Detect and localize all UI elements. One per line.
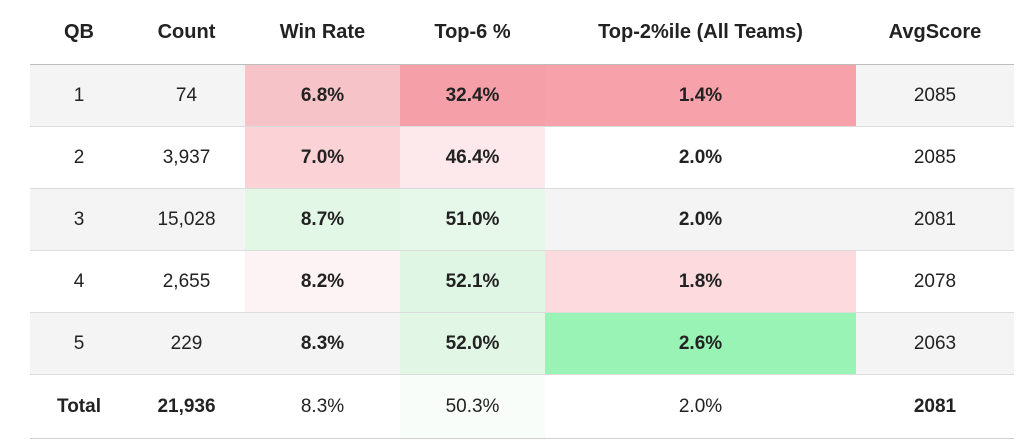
cell-qb: 2 <box>30 126 128 189</box>
qb-stats-table: QB Count Win Rate Top-6 % Top-2%ile (All… <box>30 0 1014 439</box>
cell-top6: 32.4% <box>400 64 545 127</box>
cell-count: 3,937 <box>128 126 245 189</box>
cell-top2: 2.6% <box>545 312 856 375</box>
cell-win-rate: 6.8% <box>245 64 400 127</box>
cell-qb: 4 <box>30 250 128 313</box>
cell-win-rate: 7.0% <box>245 126 400 189</box>
cell-avg-score: 2085 <box>856 126 1014 189</box>
cell-avg-score: 2085 <box>856 64 1014 127</box>
table-row: 3 15,028 8.7% 51.0% 2.0% 2081 <box>30 188 1014 251</box>
total-top6: 50.3% <box>400 374 545 439</box>
header-row: QB Count Win Rate Top-6 % Top-2%ile (All… <box>30 0 1014 65</box>
cell-top2: 1.8% <box>545 250 856 313</box>
cell-count: 229 <box>128 312 245 375</box>
cell-win-rate: 8.2% <box>245 250 400 313</box>
cell-top2: 2.0% <box>545 188 856 251</box>
cell-top6: 46.4% <box>400 126 545 189</box>
table-row: 4 2,655 8.2% 52.1% 1.8% 2078 <box>30 250 1014 313</box>
cell-avg-score: 2081 <box>856 188 1014 251</box>
cell-count: 2,655 <box>128 250 245 313</box>
header-top6[interactable]: Top-6 % <box>400 0 545 65</box>
cell-qb: 5 <box>30 312 128 375</box>
header-top2-percentile[interactable]: Top-2%ile (All Teams) <box>545 0 856 65</box>
cell-top2: 2.0% <box>545 126 856 189</box>
cell-win-rate: 8.3% <box>245 312 400 375</box>
qb-stats-table-container: QB Count Win Rate Top-6 % Top-2%ile (All… <box>30 0 1014 439</box>
cell-win-rate: 8.7% <box>245 188 400 251</box>
table-row: 5 229 8.3% 52.0% 2.6% 2063 <box>30 312 1014 375</box>
header-avg-score[interactable]: AvgScore <box>856 0 1014 65</box>
total-row: Total 21,936 8.3% 50.3% 2.0% 2081 <box>30 374 1014 439</box>
table-row: 1 74 6.8% 32.4% 1.4% 2085 <box>30 64 1014 127</box>
cell-qb: 3 <box>30 188 128 251</box>
cell-count: 74 <box>128 64 245 127</box>
cell-top6: 52.0% <box>400 312 545 375</box>
cell-top6: 52.1% <box>400 250 545 313</box>
total-avg-score: 2081 <box>856 374 1014 439</box>
cell-top6: 51.0% <box>400 188 545 251</box>
total-label: Total <box>30 374 128 439</box>
total-win-rate: 8.3% <box>245 374 400 439</box>
cell-top2: 1.4% <box>545 64 856 127</box>
total-top2: 2.0% <box>545 374 856 439</box>
table-row: 2 3,937 7.0% 46.4% 2.0% 2085 <box>30 126 1014 189</box>
total-count: 21,936 <box>128 374 245 439</box>
header-count[interactable]: Count <box>128 0 245 65</box>
cell-avg-score: 2063 <box>856 312 1014 375</box>
cell-count: 15,028 <box>128 188 245 251</box>
header-win-rate[interactable]: Win Rate <box>245 0 400 65</box>
cell-qb: 1 <box>30 64 128 127</box>
header-qb[interactable]: QB <box>30 0 128 65</box>
cell-avg-score: 2078 <box>856 250 1014 313</box>
